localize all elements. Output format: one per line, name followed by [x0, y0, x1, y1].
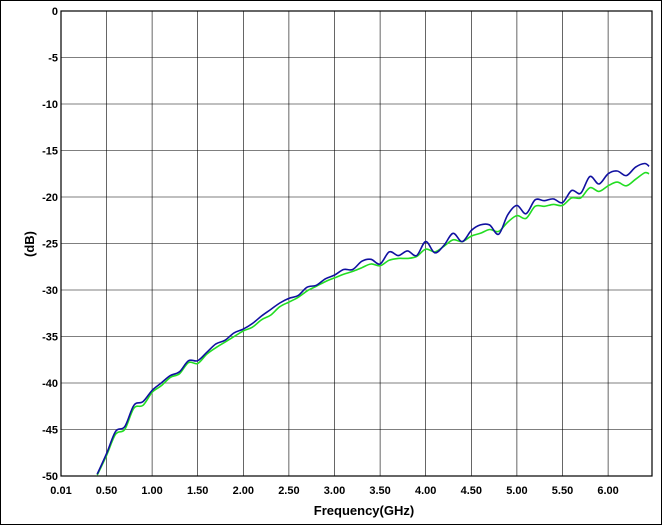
x-tick-labels: 0.01 0.50 1.00 1.50 2.00 2.50 3.00 3.50 4.00 4.50… — [50, 485, 619, 497]
y-tick-label: -20 — [42, 192, 58, 204]
y-axis-label: (dB) — [22, 231, 37, 257]
x-tick-label: 3.50 — [369, 485, 390, 497]
y-tick-label: -50 — [42, 471, 58, 483]
x-tick-label: 6.00 — [597, 485, 618, 497]
x-tick-label: 4.00 — [415, 485, 436, 497]
plot-border — [60, 10, 653, 477]
y-tick-label: 0 — [52, 6, 58, 18]
x-tick-label: 1.00 — [141, 485, 162, 497]
x-axis-label: Frequency(GHz) — [314, 503, 414, 518]
x-tick-label: 3.00 — [324, 485, 345, 497]
y-tick-label: -25 — [42, 239, 58, 251]
y-tick-label: -35 — [42, 332, 58, 344]
x-tick-label: 2.00 — [233, 485, 254, 497]
series-line-green — [96, 171, 650, 476]
x-tick-label: 0.01 — [50, 485, 71, 497]
y-tick-label: -40 — [42, 378, 58, 390]
y-tick-label: -10 — [42, 99, 58, 111]
x-tick-label: 5.50 — [552, 485, 573, 497]
y-tick-label: -30 — [42, 285, 58, 297]
y-tick-labels: 0 -5 -10 -15 -20 -25 -30 -35 -40 -45 -50 — [42, 6, 58, 483]
x-tick-label: 5.00 — [506, 485, 527, 497]
series-line-blue — [96, 162, 650, 475]
grid — [61, 10, 652, 477]
series-lines — [96, 162, 650, 476]
x-tick-label: 1.50 — [187, 485, 208, 497]
x-tick-label: 2.50 — [278, 485, 299, 497]
y-tick-label: -45 — [42, 425, 58, 437]
x-tick-label: 0.50 — [96, 485, 117, 497]
y-tick-label: -15 — [42, 146, 58, 158]
y-tick-label: -5 — [48, 53, 58, 65]
x-tick-label: 4.50 — [461, 485, 482, 497]
